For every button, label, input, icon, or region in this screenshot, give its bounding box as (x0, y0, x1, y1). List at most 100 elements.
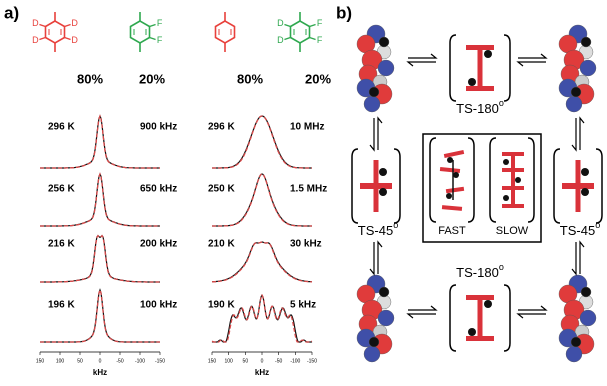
atom (363, 95, 381, 113)
panel-label: b) (336, 3, 352, 22)
transition-state-superscript: o (499, 98, 504, 108)
tick-label: -100 (135, 358, 145, 364)
legend-box (422, 133, 542, 243)
substituent-bond (309, 23, 316, 28)
equilibrium-arrow (369, 116, 383, 152)
rotor-bar (477, 298, 483, 338)
rate-label: 30 kHz (290, 239, 322, 250)
temperature-label: 196 K (48, 300, 75, 311)
transition-state-text: TS-180 (456, 101, 499, 116)
rate-label: 1.5 MHz (290, 184, 327, 195)
axis-label: kHz (93, 368, 107, 377)
tick-label: -50 (275, 358, 282, 364)
atom (579, 309, 597, 327)
rotor-atom (484, 50, 492, 58)
fraction-label: 80% (237, 71, 263, 86)
rotor-atom (581, 188, 589, 196)
rotor-bar (466, 336, 494, 341)
rotor-atom (379, 188, 387, 196)
substituent-label: D (277, 18, 284, 28)
legend-label: SLOW (496, 225, 529, 237)
tick-label: -150 (155, 358, 165, 364)
rotor-atom (447, 157, 453, 163)
bracket (553, 148, 603, 224)
benzene-ring (214, 20, 236, 44)
equilibrium-arrow (516, 305, 548, 319)
equilibrium-arrow (571, 240, 585, 276)
simulated-spectrum (212, 173, 312, 227)
simulated-spectrum (40, 114, 160, 169)
atom (368, 336, 380, 348)
rotor-bar (511, 156, 515, 204)
simulated-spectrum (212, 115, 312, 169)
atom (363, 345, 381, 363)
rate-label: 10 MHz (290, 122, 324, 133)
substituent-label: F (157, 35, 163, 45)
tick-label: 100 (224, 358, 233, 364)
benzene-ring (44, 20, 66, 44)
inner-bonds (293, 29, 307, 35)
equilibrium-arrow (571, 116, 585, 152)
substituent-bond (284, 36, 291, 41)
atom (378, 286, 390, 298)
experimental-spectrum (40, 288, 160, 343)
substituent-label: D (71, 35, 78, 45)
experimental-spectrum (212, 173, 312, 227)
rotor-bar (439, 166, 461, 174)
benzene-ring (289, 20, 311, 44)
atom (570, 336, 582, 348)
rotor-atom (446, 193, 452, 199)
atom (580, 36, 592, 48)
transition-state-superscript: o (393, 220, 398, 230)
transition-state-label: TS-180o (456, 98, 504, 116)
transition-state-label: TS-180o (456, 262, 504, 280)
rotor-atom (468, 78, 476, 86)
atom (570, 86, 582, 98)
substituent-label: D (277, 35, 284, 45)
rotor-bar (502, 204, 524, 208)
rotor-atom (515, 177, 521, 183)
transition-state-label: TS-45o (358, 220, 398, 238)
rotor-bar (466, 86, 494, 91)
rotor-bar (443, 149, 465, 159)
bracket (351, 148, 401, 224)
bracket (449, 284, 511, 352)
tick-label: 0 (99, 358, 102, 364)
transition-state-label: TS-45o (560, 220, 600, 238)
transition-state-text: TS-180 (456, 265, 499, 280)
rotor-bar (441, 205, 463, 211)
rotor-bar (466, 45, 494, 50)
substituent-label: D (32, 35, 39, 45)
benzene-ring (129, 20, 151, 44)
substituent-label: F (317, 18, 323, 28)
rotor-bar (477, 48, 483, 88)
atom (377, 59, 395, 77)
tick-label: 0 (261, 358, 264, 364)
substituent-label: D (32, 18, 39, 28)
substituent-bond (39, 36, 46, 41)
rotor-bar (445, 186, 465, 194)
rate-label: 900 kHz (140, 122, 177, 133)
tick-label: 50 (243, 358, 249, 364)
temperature-label: 296 K (48, 122, 75, 133)
tick-label: -150 (307, 358, 317, 364)
substituent-bond (284, 23, 291, 28)
substituent-label: F (317, 35, 323, 45)
tick-label: -100 (290, 358, 300, 364)
inner-bonds (48, 29, 62, 35)
temperature-label: 296 K (208, 122, 235, 133)
substituent-bond (149, 23, 156, 28)
axis-label: kHz (255, 368, 269, 377)
rotor-atom (503, 159, 509, 165)
simulated-spectrum (212, 241, 312, 283)
tick-label: 50 (77, 358, 83, 364)
substituent-bond (309, 36, 316, 41)
rotor-atom (503, 195, 509, 201)
equilibrium-arrow (369, 240, 383, 276)
rotor-bar (360, 183, 392, 189)
transition-state-text: TS-45 (358, 223, 393, 238)
simulated-spectrum (40, 234, 160, 283)
rotor-atom (581, 168, 589, 176)
transition-state-superscript: o (595, 220, 600, 230)
